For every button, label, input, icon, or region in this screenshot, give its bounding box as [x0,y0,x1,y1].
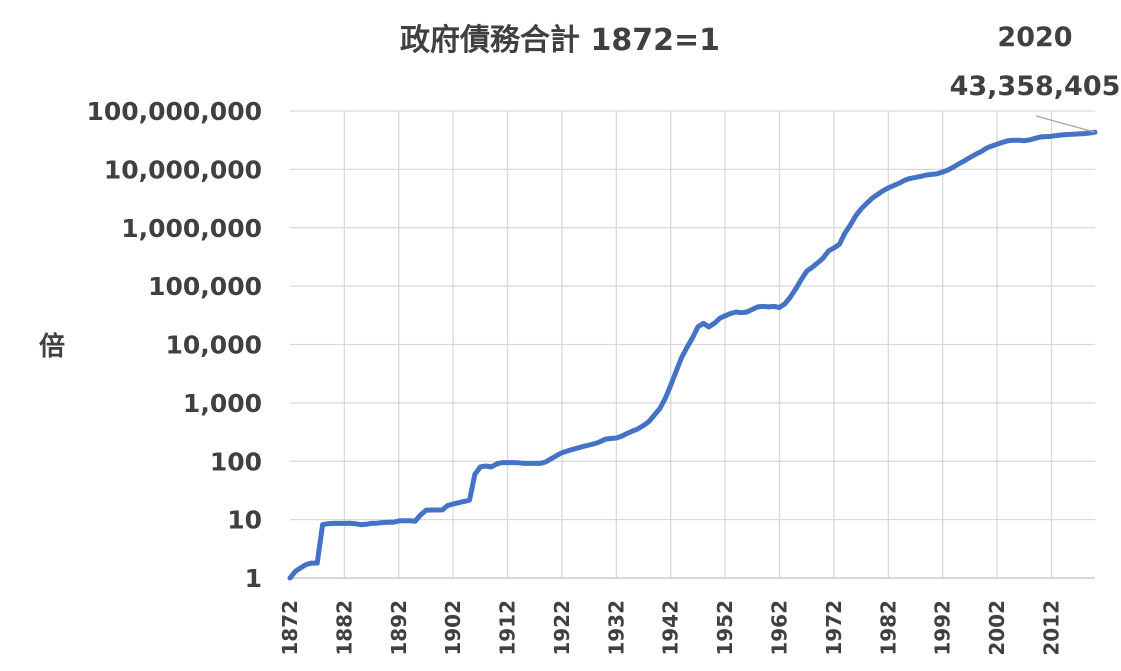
y-axis-label: 倍 [39,331,65,362]
series-layer [287,129,1098,581]
series-line [287,129,1098,581]
annotation-leader-line [1035,115,1096,133]
y-tick-label: 10,000 [166,331,262,360]
y-tick-label: 1,000 [183,389,262,418]
x-tick-label: 1972 [822,600,846,656]
x-tick-label: 1992 [931,600,955,656]
y-tick-label: 100 [210,447,262,476]
x-tick-label: 1892 [387,600,411,656]
annotation-value: 43,358,405 [950,71,1121,102]
x-tick-label: 1882 [332,600,356,656]
y-tick-label: 1 [245,564,262,593]
x-tick-label: 1932 [604,600,628,656]
annotation-year: 2020 [997,22,1072,53]
x-tick-label: 2002 [985,600,1009,656]
chart-title: 政府債務合計 1872=1 [400,23,720,58]
y-tick-label: 100,000,000 [86,97,262,126]
x-tick-label: 1912 [496,600,520,656]
y-tick-label: 10,000,000 [104,155,262,184]
y-tick-label: 1,000,000 [121,214,262,243]
x-tick-label: 1962 [768,600,792,656]
gridlines [290,110,1095,579]
x-tick-label: 1952 [713,600,737,656]
latest-value-annotation: 2020 43,358,405 [950,22,1121,133]
tick-labels: 1 10 100 1,000 10,000 100,000 1,000,000 10,000,… [86,97,1063,656]
x-tick-label: 2012 [1039,600,1063,656]
x-tick-label: 1872 [278,600,302,656]
x-tick-label: 1942 [659,600,683,656]
y-tick-label: 10 [227,506,262,535]
x-tick-label: 1902 [441,600,465,656]
x-tick-label: 1982 [876,600,900,656]
y-tick-label: 100,000 [148,272,262,301]
x-tick-label: 1922 [550,600,574,656]
